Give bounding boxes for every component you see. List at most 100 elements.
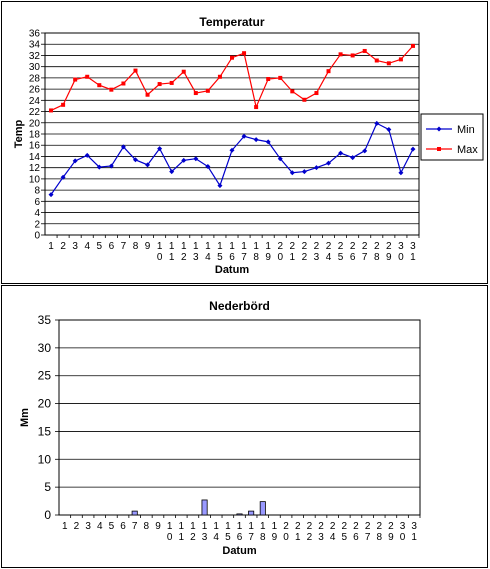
legend: Min Max bbox=[420, 113, 484, 161]
x-tick-label: 2 bbox=[362, 241, 368, 252]
data-point bbox=[157, 146, 163, 152]
data-point bbox=[157, 82, 162, 87]
x-tick-label: 2 bbox=[326, 241, 332, 252]
x-tick-label: 2 bbox=[338, 241, 344, 252]
bar bbox=[131, 510, 138, 516]
x-tick-label: 1 bbox=[169, 241, 175, 252]
data-point bbox=[229, 147, 235, 153]
data-point bbox=[386, 61, 391, 66]
legend-box bbox=[420, 113, 484, 161]
x-tick-label: 2 bbox=[295, 521, 301, 532]
x-tick-label: 8 bbox=[144, 521, 150, 532]
x-tick-label: 1 bbox=[241, 241, 247, 252]
x-tick-label: 1 bbox=[178, 532, 184, 543]
data-point bbox=[374, 120, 380, 126]
x-tick-label: 7 bbox=[365, 532, 371, 543]
x-tick-label: 4 bbox=[330, 532, 336, 543]
x-tick-label: 2 bbox=[302, 252, 308, 263]
x-tick-label: 5 bbox=[225, 532, 231, 543]
x-tick-label: 5 bbox=[97, 241, 103, 252]
x-tick-label: 8 bbox=[374, 252, 380, 263]
x-tick-label: 9 bbox=[388, 532, 394, 543]
y-tick-label: 35 bbox=[38, 313, 52, 327]
x-tick-label: 9 bbox=[155, 521, 161, 532]
data-point bbox=[97, 83, 102, 88]
x-tick-label: 2 bbox=[290, 241, 296, 252]
x-tick-label: 1 bbox=[193, 241, 199, 252]
x-tick-label: 1 bbox=[202, 521, 208, 532]
data-point bbox=[242, 51, 247, 56]
data-point bbox=[193, 156, 199, 162]
y-tick-label: 10 bbox=[38, 452, 52, 466]
data-point bbox=[230, 55, 234, 60]
precipitation-chart-panel: Nederbörd 0 5 10 15 20 25 30 35 1 2 3 4 5 6 7 8 9 1 0 1 1 1 2 1 3… bbox=[1, 285, 488, 568]
legend-marker bbox=[437, 147, 441, 151]
x-tick-label: 1 bbox=[178, 521, 184, 532]
x-tick-label: 3 bbox=[398, 241, 404, 252]
data-point bbox=[120, 144, 126, 150]
y-tick-label: 20 bbox=[38, 397, 52, 411]
data-point bbox=[314, 91, 319, 96]
temperature-chart: Temperatur024681012141618202224262830323… bbox=[13, 15, 484, 276]
data-point bbox=[132, 157, 138, 163]
temperature-chart-panel: Temperatur 0 2 4 6 8 10 12 14 16 18 20 22 24 26 28 30 32 3… bbox=[1, 1, 488, 284]
x-tick-label: 0 bbox=[157, 252, 163, 263]
y-tick-label: 5 bbox=[44, 480, 51, 494]
y-tick-label: 20 bbox=[29, 118, 41, 129]
x-tick-label: 4 bbox=[213, 532, 219, 543]
x-tick-label: 1 bbox=[157, 241, 163, 252]
x-tick-label: 7 bbox=[362, 252, 368, 263]
x-tick-label: 8 bbox=[376, 532, 382, 543]
x-tick-label: 2 bbox=[342, 521, 348, 532]
x-tick-label: 2 bbox=[318, 521, 324, 532]
data-point bbox=[72, 158, 78, 164]
y-tick-label: 18 bbox=[29, 130, 41, 141]
x-tick-label: 2 bbox=[388, 521, 394, 532]
x-tick-label: 1 bbox=[272, 521, 278, 532]
x-axis-label: Datum bbox=[215, 264, 249, 276]
y-tick-label: 36 bbox=[29, 29, 41, 40]
x-tick-label: 1 bbox=[190, 521, 196, 532]
data-point bbox=[145, 162, 151, 168]
chart-title: Temperatur bbox=[199, 15, 264, 29]
x-tick-label: 3 bbox=[314, 252, 320, 263]
x-tick-label: 2 bbox=[283, 521, 289, 532]
data-point bbox=[290, 89, 295, 94]
data-point bbox=[326, 69, 331, 74]
x-tick-label: 6 bbox=[109, 241, 115, 252]
x-tick-label: 2 bbox=[277, 241, 283, 252]
x-tick-label: 3 bbox=[318, 532, 324, 543]
data-point bbox=[49, 108, 54, 113]
data-point bbox=[169, 80, 174, 85]
x-tick-label: 6 bbox=[353, 532, 359, 543]
y-tick-label: 12 bbox=[29, 163, 41, 174]
x-tick-label: 5 bbox=[338, 252, 344, 263]
plot-area bbox=[44, 32, 420, 236]
y-tick-label: 4 bbox=[34, 208, 40, 219]
data-point bbox=[121, 81, 126, 86]
legend-label: Max bbox=[457, 144, 478, 156]
data-point bbox=[266, 77, 271, 82]
plot-area bbox=[58, 319, 421, 516]
data-point bbox=[84, 152, 90, 158]
x-tick-label: 0 bbox=[283, 532, 289, 543]
y-tick-label: 6 bbox=[34, 197, 40, 208]
x-tick-label: 6 bbox=[120, 521, 126, 532]
x-tick-label: 8 bbox=[253, 252, 259, 263]
y-tick-label: 0 bbox=[44, 508, 51, 522]
data-point bbox=[326, 160, 332, 166]
x-tick-label: 6 bbox=[229, 252, 235, 263]
x-tick-label: 1 bbox=[181, 241, 187, 252]
x-tick-label: 2 bbox=[350, 241, 356, 252]
x-tick-label: 9 bbox=[386, 252, 392, 263]
legend-marker bbox=[436, 126, 442, 132]
data-point bbox=[61, 102, 66, 107]
x-tick-label: 1 bbox=[205, 241, 211, 252]
data-point bbox=[398, 170, 404, 176]
x-tick-label: 6 bbox=[237, 532, 243, 543]
x-tick-label: 2 bbox=[330, 521, 336, 532]
x-tick-label: 1 bbox=[411, 532, 417, 543]
y-axis-label: Mm bbox=[19, 408, 31, 427]
data-point bbox=[265, 139, 271, 145]
x-tick-label: 7 bbox=[132, 521, 138, 532]
